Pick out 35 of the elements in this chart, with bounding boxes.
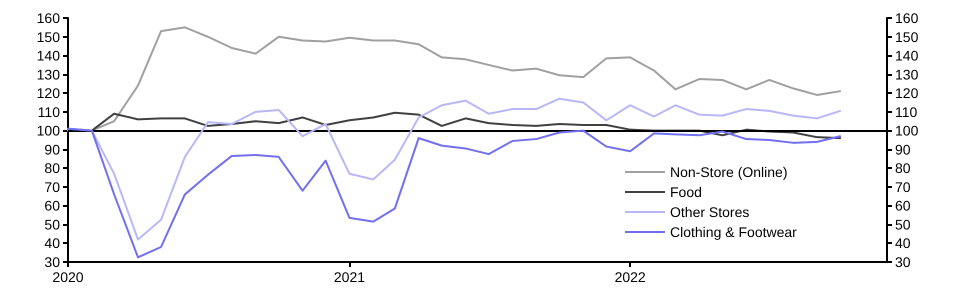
legend-label: Clothing & Footwear bbox=[670, 224, 798, 240]
y2-tick-label: 70 bbox=[895, 178, 911, 195]
y2-tick-label: 30 bbox=[895, 254, 911, 270]
y-tick-label: 60 bbox=[44, 198, 60, 214]
y2-tick-label: 110 bbox=[895, 104, 918, 120]
y2-tick-label: 160 bbox=[895, 10, 919, 26]
y-tick-label: 30 bbox=[44, 254, 60, 270]
y2-tick-label: 100 bbox=[895, 122, 919, 139]
y-tick-label: 80 bbox=[44, 160, 60, 176]
y2-tick-label: 140 bbox=[895, 48, 919, 64]
y-tick-label: 50 bbox=[44, 216, 60, 232]
y-tick-label: 150 bbox=[36, 28, 60, 45]
y2-tick-label: 120 bbox=[895, 85, 919, 102]
y-tick-label: 120 bbox=[36, 85, 60, 102]
y2-tick-label: 60 bbox=[895, 198, 911, 214]
legend-label: Other Stores bbox=[670, 204, 750, 220]
legend-label: Non-Store (Online) bbox=[670, 164, 788, 180]
y-tick-label: 40 bbox=[44, 235, 60, 252]
y2-tick-label: 90 bbox=[895, 141, 911, 158]
y2-tick-label: 40 bbox=[895, 235, 911, 252]
x-tick-label: 2021 bbox=[334, 269, 366, 285]
y-tick-label: 100 bbox=[36, 122, 60, 139]
y2-tick-label: 130 bbox=[895, 66, 919, 82]
y-tick-label: 160 bbox=[36, 10, 60, 26]
y-tick-label: 70 bbox=[44, 178, 60, 195]
x-tick-label: 2022 bbox=[614, 269, 646, 285]
y-tick-label: 130 bbox=[36, 66, 60, 82]
x-tick-label: 2020 bbox=[52, 269, 84, 285]
y2-tick-label: 150 bbox=[895, 28, 919, 45]
y2-tick-label: 50 bbox=[895, 216, 911, 232]
legend-label: Food bbox=[670, 184, 702, 200]
y2-tick-label: 80 bbox=[895, 160, 911, 176]
y-tick-label: 110 bbox=[38, 104, 60, 120]
y-tick-label: 90 bbox=[44, 141, 60, 158]
y-tick-label: 140 bbox=[36, 48, 60, 64]
